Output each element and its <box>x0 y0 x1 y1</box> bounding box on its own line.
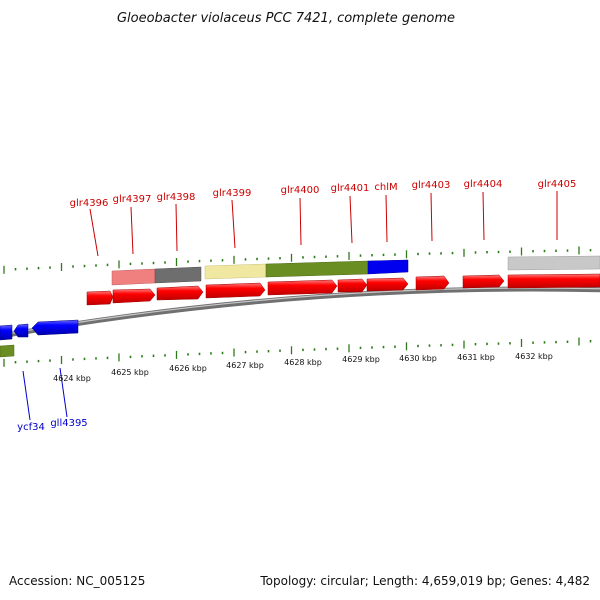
gene-arrow[interactable] <box>112 288 156 304</box>
kbp-scale-labels: 4624 kbp 4625 kbp 4626 kbp 4627 kbp 4628… <box>53 352 553 383</box>
gene-label[interactable]: ycf34 <box>17 422 45 433</box>
kbp-label: 4629 kbp <box>342 355 380 364</box>
upper-tick-track <box>3 246 592 274</box>
gene-arrow[interactable] <box>0 324 13 341</box>
gene-arrow[interactable] <box>86 290 114 306</box>
reverse-leader-lines <box>22 367 68 421</box>
lower-tick-track <box>3 337 592 367</box>
kbp-label: 4625 kbp <box>111 368 149 377</box>
gene-arrow[interactable] <box>13 323 29 338</box>
gene-label[interactable]: glr4404 <box>464 179 503 190</box>
kbp-label: 4631 kbp <box>457 353 495 362</box>
kbp-label: 4628 kbp <box>284 358 322 367</box>
gene-arrow[interactable] <box>205 282 266 299</box>
cog-category-track <box>0 255 600 358</box>
gene-label[interactable]: glr4405 <box>538 179 577 190</box>
kbp-label: 4632 kbp <box>515 352 553 361</box>
gene-label[interactable]: glr4396 <box>70 198 109 209</box>
gene-label[interactable]: glr4401 <box>331 183 370 194</box>
forward-gene-track <box>86 273 600 306</box>
gene-arrow[interactable] <box>337 278 368 293</box>
gene-arrow[interactable] <box>267 279 338 296</box>
gene-label[interactable]: glr4397 <box>113 194 152 205</box>
cog-block <box>204 263 267 280</box>
gene-arrow[interactable] <box>415 275 450 291</box>
gene-label[interactable]: glr4400 <box>281 185 320 196</box>
reverse-gene-track <box>0 319 79 341</box>
forward-labels: glr4396 glr4397 glr4398 glr4399 glr4400 … <box>70 179 577 209</box>
gene-arrow[interactable] <box>156 285 204 301</box>
gene-arrow[interactable] <box>366 277 409 292</box>
gene-label[interactable]: glr4399 <box>213 188 252 199</box>
kbp-label: 4627 kbp <box>226 361 264 370</box>
topology-text: Topology: circular; Length: 4,659,019 bp… <box>259 574 590 588</box>
gene-arrow[interactable] <box>507 273 600 289</box>
cog-block <box>0 344 15 358</box>
reverse-labels: ycf34 gll4395 <box>17 418 88 433</box>
gene-arrow[interactable] <box>462 274 505 289</box>
map-title: Gloeobacter violaceus PCC 7421, complete… <box>117 11 455 26</box>
cog-block <box>265 260 369 278</box>
gene-arrow[interactable] <box>31 319 79 336</box>
cog-block <box>507 255 600 271</box>
accession-text: Accession: NC_005125 <box>9 574 145 588</box>
gene-label[interactable]: glr4398 <box>157 192 196 203</box>
forward-leader-lines <box>89 191 558 257</box>
gene-label[interactable]: gll4395 <box>50 418 87 429</box>
gene-label[interactable]: chlM <box>374 182 397 193</box>
kbp-label: 4624 kbp <box>53 374 91 383</box>
kbp-label: 4626 kbp <box>169 364 207 373</box>
cog-block <box>111 268 156 286</box>
cog-block <box>154 266 202 284</box>
kbp-label: 4630 kbp <box>399 354 437 363</box>
cog-block <box>367 259 409 275</box>
gene-label[interactable]: glr4403 <box>412 180 451 191</box>
